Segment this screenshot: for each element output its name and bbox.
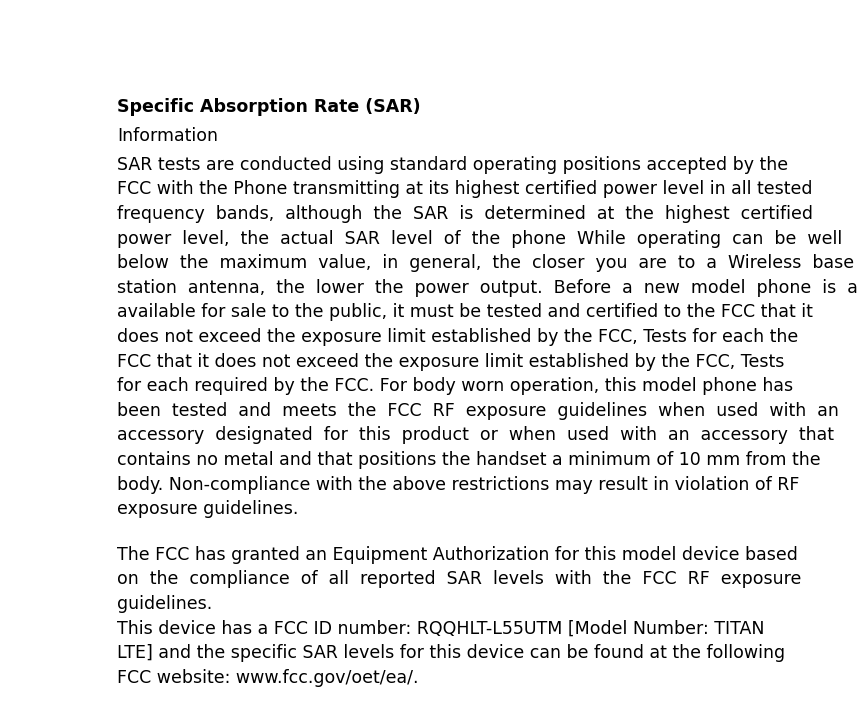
Text: available for sale to the public, it must be tested and certified to the FCC tha: available for sale to the public, it mus… (117, 303, 813, 322)
Text: body. Non-compliance with the above restrictions may result in violation of RF: body. Non-compliance with the above rest… (117, 475, 799, 494)
Text: Information: Information (117, 127, 218, 145)
Text: FCC website: www.fcc.gov/oet/ea/.: FCC website: www.fcc.gov/oet/ea/. (117, 668, 419, 687)
Text: accessory  designated  for  this  product  or  when  used  with  an  accessory  : accessory designated for this product or… (117, 426, 834, 444)
Text: FCC that it does not exceed the exposure limit established by the FCC, Tests: FCC that it does not exceed the exposure… (117, 352, 785, 371)
Text: below  the  maximum  value,  in  general,  the  closer  you  are  to  a  Wireles: below the maximum value, in general, the… (117, 254, 854, 272)
Text: frequency  bands,  although  the  SAR  is  determined  at  the  highest  certifi: frequency bands, although the SAR is det… (117, 205, 813, 223)
Text: The FCC has granted an Equipment Authorization for this model device based: The FCC has granted an Equipment Authori… (117, 545, 798, 564)
Text: for each required by the FCC. For body worn operation, this model phone has: for each required by the FCC. For body w… (117, 377, 793, 395)
Text: on  the  compliance  of  all  reported  SAR  levels  with  the  FCC  RF  exposur: on the compliance of all reported SAR le… (117, 570, 801, 588)
Text: does not exceed the exposure limit established by the FCC, Tests for each the: does not exceed the exposure limit estab… (117, 328, 798, 346)
Text: SAR tests are conducted using standard operating positions accepted by the: SAR tests are conducted using standard o… (117, 156, 788, 174)
Text: This device has a FCC ID number: RQQHLT-L55UTM [Model Number: TITAN: This device has a FCC ID number: RQQHLT-… (117, 619, 765, 637)
Text: station  antenna,  the  lower  the  power  output.  Before  a  new  model  phone: station antenna, the lower the power out… (117, 279, 858, 297)
Text: LTE] and the specific SAR levels for this device can be found at the following: LTE] and the specific SAR levels for thi… (117, 644, 785, 662)
Text: contains no metal and that positions the handset a minimum of 10 mm from the: contains no metal and that positions the… (117, 451, 821, 469)
Text: guidelines.: guidelines. (117, 595, 212, 613)
Text: exposure guidelines.: exposure guidelines. (117, 500, 298, 518)
Text: FCC with the Phone transmitting at its highest certified power level in all test: FCC with the Phone transmitting at its h… (117, 180, 812, 199)
Text: Specific Absorption Rate (SAR): Specific Absorption Rate (SAR) (117, 98, 420, 116)
Text: power  level,  the  actual  SAR  level  of  the  phone  While  operating  can  b: power level, the actual SAR level of the… (117, 230, 843, 248)
Text: been  tested  and  meets  the  FCC  RF  exposure  guidelines  when  used  with  : been tested and meets the FCC RF exposur… (117, 402, 839, 420)
